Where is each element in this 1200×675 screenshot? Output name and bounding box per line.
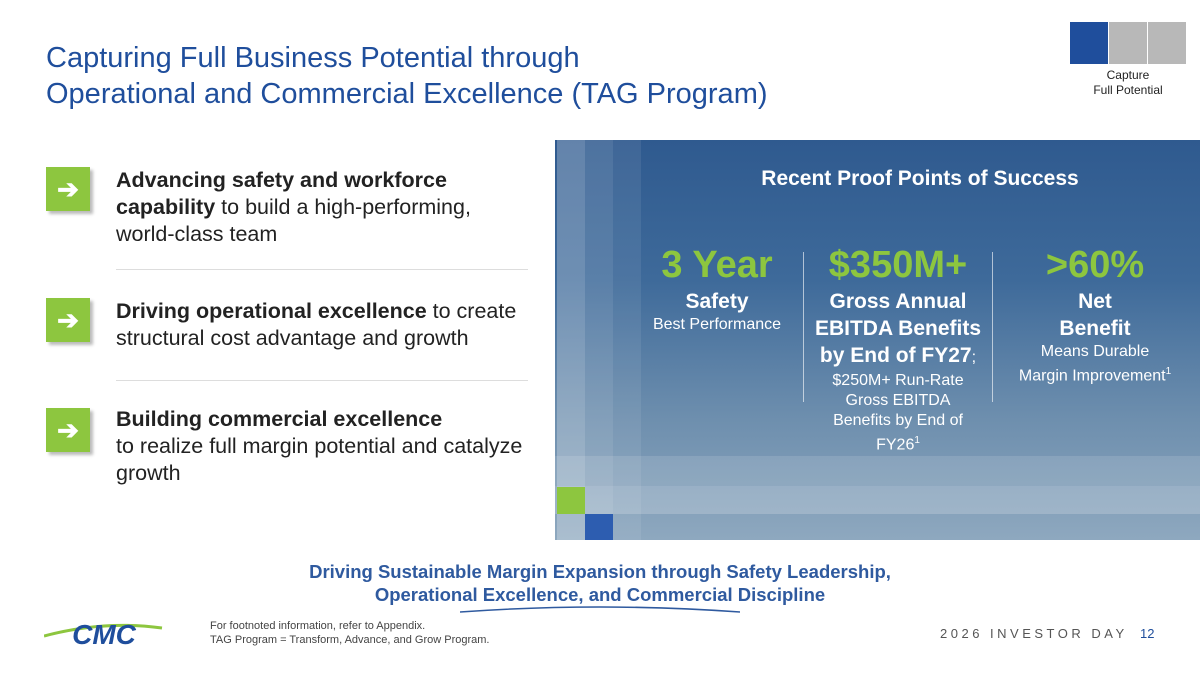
divider — [992, 252, 993, 402]
divider — [803, 252, 804, 402]
footnote: For footnoted information, refer to Appe… — [210, 620, 426, 632]
tagline: Driving Sustainable Margin Expansion thr… — [0, 560, 1200, 606]
bullet: Advancing safety and workforce capabilit… — [116, 167, 526, 248]
separator: ; — [971, 349, 977, 366]
footnotes: For footnoted information, refer to Appe… — [210, 619, 490, 647]
stat-detail: Best Performance — [652, 316, 782, 333]
title: Capturing Full Business Potential throug… — [46, 40, 768, 112]
badge-block — [1109, 22, 1147, 64]
accent-square — [585, 514, 613, 540]
divider — [116, 269, 528, 270]
bullet: Building commercial excellence to realize… — [116, 406, 526, 487]
stripe — [585, 140, 613, 540]
stat-detail: Means Durable Margin Improvement — [1018, 343, 1166, 385]
logo: CMC — [44, 619, 163, 650]
arrow-icon: ➔ — [46, 408, 90, 452]
badge-label: Capture Full Potential — [1070, 68, 1186, 98]
stat-heading: Net Benefit — [1059, 290, 1131, 340]
bullet-text: to build a high-performing, world-class … — [116, 195, 471, 246]
badge-line: Capture — [1106, 68, 1150, 82]
badge-block — [1148, 22, 1186, 64]
stat-figure: >60% — [1045, 244, 1145, 286]
bullet-text: to create structural cost advantage and … — [116, 299, 517, 350]
swoosh — [460, 606, 740, 613]
badge-block — [1070, 22, 1108, 64]
footnote-mark: 1 — [914, 435, 920, 446]
panel-title: Recent Proof Points of Success — [761, 167, 1079, 190]
title-line: Operational and Commercial Excellence (T… — [46, 78, 768, 110]
tagline-line: Driving Sustainable Margin Expansion thr… — [309, 561, 891, 582]
stat-heading: Gross Annual EBITDA Benefits by End of F… — [814, 290, 982, 367]
stat-detail: $250M+ Run-Rate Gross EBITDA Benefits by… — [832, 372, 964, 454]
stripe — [557, 140, 585, 540]
footnote: TAG Program = Transform, Advance, and Gr… — [210, 634, 490, 646]
arrow-icon: ➔ — [46, 298, 90, 342]
accent-square — [557, 487, 585, 514]
proof-panel — [555, 140, 1200, 540]
divider — [116, 380, 528, 381]
stat-figure: $350M+ — [828, 244, 968, 286]
event-name: 2026 INVESTOR DAY — [940, 626, 1128, 641]
bullet: Driving operational excellence to create… — [116, 298, 526, 352]
page-number: 12 — [1140, 626, 1155, 641]
bullet-text: to realize full margin potential and cat… — [116, 434, 523, 485]
logo-text: CMC — [72, 619, 137, 650]
stripe — [613, 140, 641, 540]
badge-line: Full Potential — [1093, 83, 1163, 97]
bullet-bold: Advancing safety and workforce capabilit… — [116, 168, 447, 219]
stat: $350M+ Gross Annual EBITDA Benefits by E… — [807, 242, 989, 455]
stripe — [555, 486, 1200, 514]
stripe — [555, 456, 1200, 486]
stat-figure: 3 Year — [661, 244, 773, 286]
title-line: Capturing Full Business Potential throug… — [46, 42, 580, 74]
stat: 3 Year Safety Best Performance — [627, 242, 807, 335]
arrow-icon: ➔ — [46, 167, 90, 211]
stat-heading: Safety — [685, 290, 749, 313]
footnote-mark: 1 — [1165, 366, 1172, 377]
bullet-bold: Driving operational excellence — [116, 299, 427, 323]
stat: >60% Net Benefit Means Durable Margin Im… — [1005, 242, 1185, 386]
bullet-bold: Building commercial excellence — [116, 407, 443, 431]
tagline-line: Operational Excellence, and Commercial D… — [374, 584, 826, 605]
